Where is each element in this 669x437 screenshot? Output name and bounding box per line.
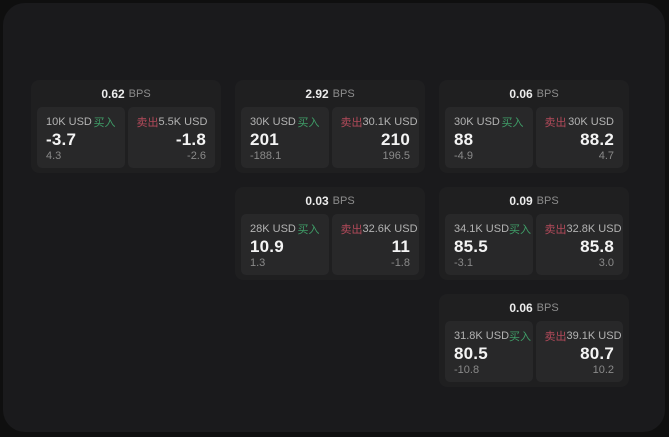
quote-card-grid: 0.62 BPS 10K USD 买入 -3.7 4.3 卖出 5.5K USD… [31, 80, 629, 387]
buy-sell-tiles: 28K USD 买入 10.9 1.3 卖出 32.6K USD 11 -1.8 [235, 214, 425, 280]
buy-price: 85.5 [454, 237, 488, 256]
bps-unit-label: BPS [128, 87, 151, 100]
bps-unit-label: BPS [536, 87, 559, 100]
sell-price: 210 [381, 130, 410, 149]
bps-header: 0.06 BPS [439, 294, 629, 321]
sell-amount: 30.1K USD [362, 116, 418, 128]
sell-amount: 32.8K USD [566, 223, 622, 235]
buy-sell-tiles: 30K USD 买入 88 -4.9 卖出 30K USD 88.2 4.7 [439, 107, 629, 173]
bps-unit-label: BPS [332, 87, 355, 100]
bps-unit-label: BPS [332, 194, 355, 207]
sell-sub-value: 10.2 [592, 364, 614, 376]
bps-value: 0.09 [509, 193, 533, 208]
buy-tile[interactable]: 34.1K USD 买入 85.5 -3.1 [445, 214, 533, 275]
bps-value: 0.06 [509, 300, 533, 315]
buy-price: -3.7 [46, 130, 77, 149]
sell-price: 85.8 [580, 237, 614, 256]
sell-tile[interactable]: 卖出 5.5K USD -1.8 -2.6 [127, 107, 215, 168]
sell-sub-value: 3.0 [598, 257, 614, 269]
quote-card: 0.62 BPS 10K USD 买入 -3.7 4.3 卖出 5.5K USD… [31, 80, 221, 173]
buy-side-label: 买入 [509, 331, 532, 343]
sell-amount: 39.1K USD [566, 330, 622, 342]
sell-price: 11 [391, 237, 410, 256]
buy-amount: 30K USD [454, 116, 500, 128]
sell-amount: 5.5K USD [158, 116, 208, 128]
bps-header: 0.09 BPS [439, 187, 629, 214]
buy-amount: 30K USD [250, 116, 296, 128]
sell-side-label: 卖出 [340, 117, 363, 129]
sell-side-label: 卖出 [544, 117, 567, 129]
bps-value: 0.06 [509, 86, 533, 101]
sell-sub-value: 4.7 [598, 150, 614, 162]
sell-sub-value: 196.5 [382, 150, 410, 162]
buy-side-label: 买入 [501, 117, 524, 129]
bps-value: 2.92 [305, 86, 329, 101]
buy-sub-value: -188.1 [250, 150, 282, 162]
sell-tile[interactable]: 卖出 32.6K USD 11 -1.8 [331, 214, 419, 275]
bps-value: 0.03 [305, 193, 329, 208]
buy-price: 80.5 [454, 344, 488, 363]
sell-tile[interactable]: 卖出 32.8K USD 85.8 3.0 [535, 214, 623, 275]
sell-sub-value: -2.6 [187, 150, 206, 162]
buy-side-label: 买入 [297, 224, 320, 236]
buy-price: 10.9 [250, 237, 284, 256]
sell-price: -1.8 [175, 130, 206, 149]
buy-sub-value: 1.3 [250, 257, 266, 269]
buy-sell-tiles: 34.1K USD 买入 85.5 -3.1 卖出 32.8K USD 85.8… [439, 214, 629, 280]
buy-sub-value: -3.1 [454, 257, 473, 269]
buy-sell-tiles: 30K USD 买入 201 -188.1 卖出 30.1K USD 210 1… [235, 107, 425, 173]
sell-side-label: 卖出 [544, 331, 567, 343]
buy-price: 201 [250, 130, 279, 149]
buy-side-label: 买入 [297, 117, 320, 129]
quote-card: 0.03 BPS 28K USD 买入 10.9 1.3 卖出 32.6K US… [235, 187, 425, 280]
buy-sub-value: -4.9 [454, 150, 473, 162]
quote-card: 0.06 BPS 30K USD 买入 88 -4.9 卖出 30K USD 8… [439, 80, 629, 173]
buy-price: 88 [454, 130, 474, 149]
buy-sub-value: -10.8 [454, 364, 480, 376]
buy-amount: 28K USD [250, 223, 296, 235]
buy-tile[interactable]: 28K USD 买入 10.9 1.3 [241, 214, 329, 275]
sell-price: 80.7 [580, 344, 614, 363]
quote-card: 2.92 BPS 30K USD 买入 201 -188.1 卖出 30.1K … [235, 80, 425, 173]
bps-header: 0.03 BPS [235, 187, 425, 214]
buy-tile[interactable]: 30K USD 买入 201 -188.1 [241, 107, 329, 168]
buy-sell-tiles: 31.8K USD 买入 80.5 -10.8 卖出 39.1K USD 80.… [439, 321, 629, 387]
sell-side-label: 卖出 [340, 224, 363, 236]
buy-side-label: 买入 [93, 117, 116, 129]
buy-tile[interactable]: 30K USD 买入 88 -4.9 [445, 107, 533, 168]
sell-price: 88.2 [580, 130, 614, 149]
sell-amount: 32.6K USD [362, 223, 418, 235]
bps-unit-label: BPS [536, 301, 559, 314]
bps-header: 0.06 BPS [439, 80, 629, 107]
sell-tile[interactable]: 卖出 30K USD 88.2 4.7 [535, 107, 623, 168]
buy-sell-tiles: 10K USD 买入 -3.7 4.3 卖出 5.5K USD -1.8 -2.… [31, 107, 221, 173]
sell-sub-value: -1.8 [391, 257, 410, 269]
quote-card: 0.06 BPS 31.8K USD 买入 80.5 -10.8 卖出 39.1… [439, 294, 629, 387]
buy-tile[interactable]: 31.8K USD 买入 80.5 -10.8 [445, 321, 533, 382]
bps-header: 2.92 BPS [235, 80, 425, 107]
quote-card: 0.09 BPS 34.1K USD 买入 85.5 -3.1 卖出 32.8K… [439, 187, 629, 280]
buy-amount: 10K USD [46, 116, 92, 128]
buy-sub-value: 4.3 [46, 150, 62, 162]
bps-unit-label: BPS [536, 194, 559, 207]
sell-tile[interactable]: 卖出 39.1K USD 80.7 10.2 [535, 321, 623, 382]
sell-amount: 30K USD [568, 116, 614, 128]
buy-side-label: 买入 [509, 224, 532, 236]
buy-amount: 34.1K USD [454, 223, 510, 235]
bps-value: 0.62 [101, 86, 125, 101]
buy-tile[interactable]: 10K USD 买入 -3.7 4.3 [37, 107, 125, 168]
sell-side-label: 卖出 [544, 224, 567, 236]
sell-side-label: 卖出 [136, 117, 159, 129]
sell-tile[interactable]: 卖出 30.1K USD 210 196.5 [331, 107, 419, 168]
bps-header: 0.62 BPS [31, 80, 221, 107]
buy-amount: 31.8K USD [454, 330, 510, 342]
